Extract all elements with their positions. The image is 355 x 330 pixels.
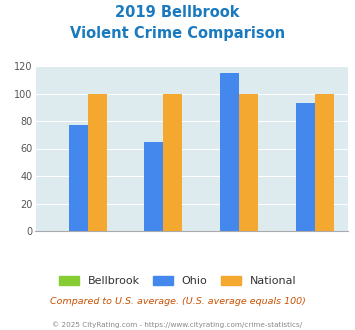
- Bar: [239, 93, 258, 231]
- Legend: Bellbrook, Ohio, National: Bellbrook, Ohio, National: [54, 271, 301, 290]
- Bar: [69, 125, 88, 231]
- Bar: [88, 93, 106, 231]
- Bar: [220, 73, 239, 231]
- Bar: [144, 142, 163, 231]
- Text: Violent Crime Comparison: Violent Crime Comparison: [70, 26, 285, 41]
- Bar: [315, 93, 334, 231]
- Bar: [296, 103, 315, 231]
- Text: 2019 Bellbrook: 2019 Bellbrook: [115, 5, 240, 20]
- Text: © 2025 CityRating.com - https://www.cityrating.com/crime-statistics/: © 2025 CityRating.com - https://www.city…: [53, 322, 302, 328]
- Text: Compared to U.S. average. (U.S. average equals 100): Compared to U.S. average. (U.S. average …: [50, 297, 305, 306]
- Bar: [163, 93, 182, 231]
